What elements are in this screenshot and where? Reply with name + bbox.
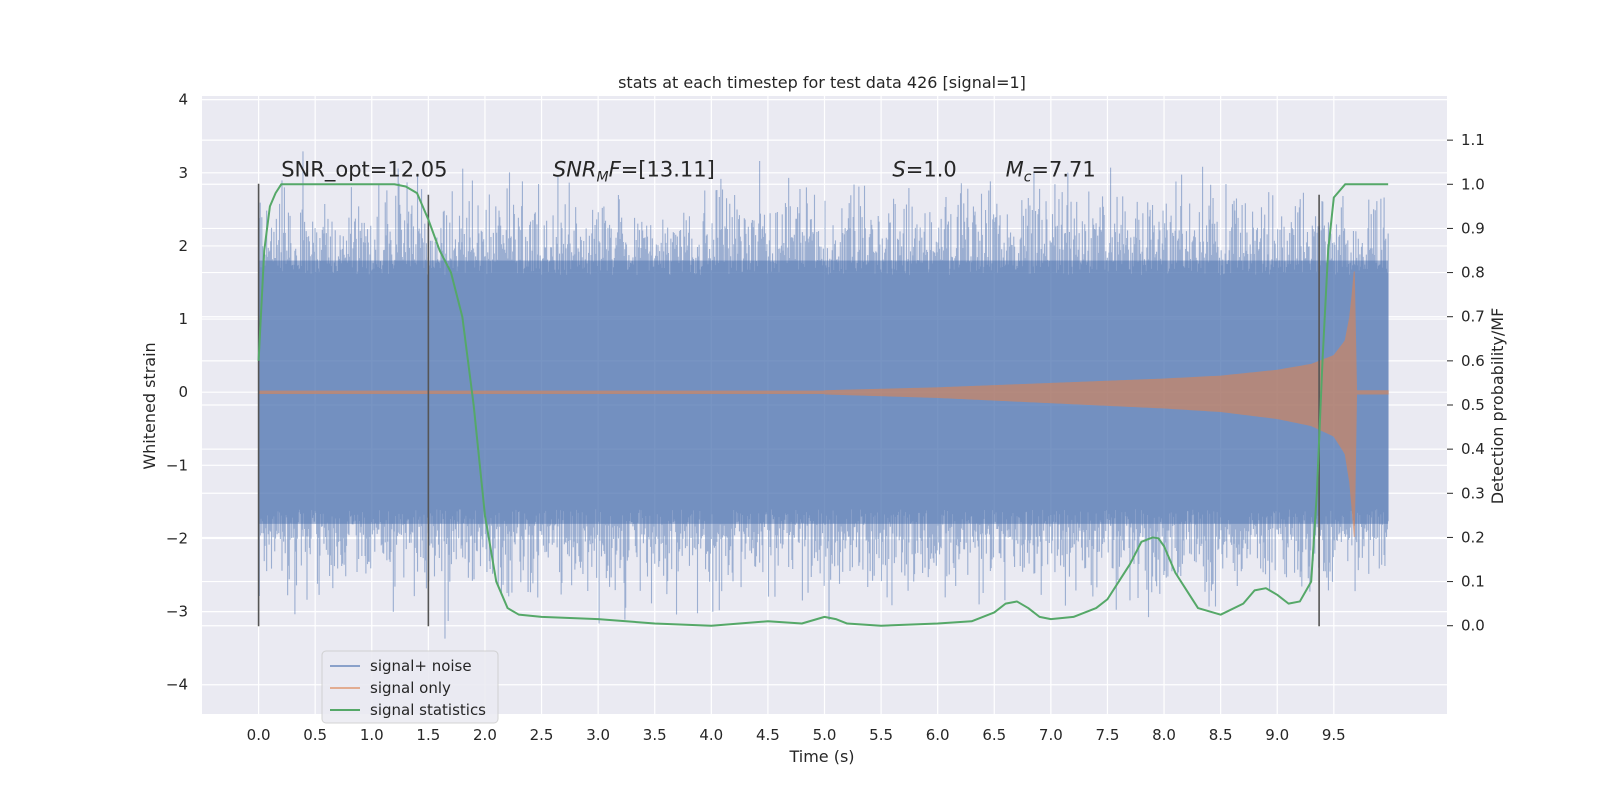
x-tick-label: 5.5	[869, 726, 893, 744]
signal-chirp	[258, 271, 1389, 538]
y-left-tick-label: −2	[166, 529, 188, 547]
x-tick-label: 0.5	[303, 726, 327, 744]
annotation-text: SNRMF=[13.11]	[553, 157, 715, 185]
y-right-tick-label: 0.4	[1461, 440, 1485, 458]
y-right-tick-label: 0.1	[1461, 573, 1485, 591]
x-tick-label: 6.5	[982, 726, 1006, 744]
x-axis-ticks: 0.0 0.5 1.0 1.5 2.0 2.5 3.0 3.5 4.0 4.5 5.0 5.5 6.0 6…	[247, 726, 1346, 744]
chart-title: stats at each timestep for test data 426…	[618, 73, 1026, 92]
annotation-text: S=1.0	[892, 157, 956, 181]
y-left-tick-label: 4	[178, 91, 188, 109]
y-right-tick-label: 0.5	[1461, 396, 1485, 414]
y-axis-left-label: Whitened strain	[140, 342, 159, 469]
x-tick-label: 0.0	[247, 726, 271, 744]
x-axis-label: Time (s)	[788, 747, 854, 766]
y-left-tick-label: 3	[178, 164, 188, 182]
y-right-tick-label: 0.0	[1461, 617, 1485, 635]
legend: signal+ noise signal only signal statistic…	[321, 650, 499, 724]
legend-label: signal only	[370, 679, 451, 697]
x-tick-label: 4.5	[756, 726, 780, 744]
x-tick-label: 5.0	[813, 726, 837, 744]
y-right-tick-label: 0.6	[1461, 352, 1485, 370]
x-tick-label: 2.5	[530, 726, 554, 744]
y-left-tick-label: 1	[178, 310, 188, 328]
x-tick-label: 9.5	[1322, 726, 1346, 744]
series-signal-statistics	[257, 183, 1389, 627]
statistics-line	[257, 183, 1389, 627]
legend-label: signal statistics	[370, 701, 486, 719]
y-left-tick-label: −3	[166, 603, 188, 621]
legend-box	[321, 650, 499, 724]
annotations: SNR_opt=12.05 SNRMF=[13.11] S=1.0 Mc=7.71	[281, 157, 1096, 185]
vertical-markers	[257, 183, 1320, 627]
x-tick-label: 9.0	[1265, 726, 1289, 744]
x-tick-label: 1.5	[416, 726, 440, 744]
series-signal-only	[258, 271, 1389, 538]
y-right-tick-label: 1.1	[1461, 131, 1485, 149]
legend-label: signal+ noise	[370, 657, 472, 675]
x-tick-label: 7.5	[1096, 726, 1120, 744]
y-right-tick-label: 0.2	[1461, 528, 1485, 546]
annotation-text: SNR_opt=12.05	[281, 157, 447, 182]
y-right-tick-label: 0.8	[1461, 264, 1485, 282]
annotation-text: Mc=7.71	[1006, 157, 1096, 185]
x-tick-label: 8.5	[1209, 726, 1233, 744]
y-left-tick-label: 2	[178, 237, 188, 255]
x-tick-label: 3.5	[643, 726, 667, 744]
y-left-tick-label: 0	[178, 383, 188, 401]
y-axis-right-ticks: 0.0 0.1 0.2 0.3 0.4 0.5 0.6 0.7 0.8 0.9 1.0 1.1	[1447, 131, 1485, 635]
x-tick-label: 3.0	[586, 726, 610, 744]
x-tick-label: 8.0	[1152, 726, 1176, 744]
y-right-tick-label: 0.3	[1461, 484, 1485, 502]
x-tick-label: 1.0	[360, 726, 384, 744]
x-tick-label: 6.0	[926, 726, 950, 744]
y-left-tick-label: −1	[166, 456, 188, 474]
y-left-tick-label: −4	[166, 676, 188, 694]
y-right-tick-label: 0.7	[1461, 308, 1485, 326]
x-tick-label: 7.0	[1039, 726, 1063, 744]
x-tick-label: 2.0	[473, 726, 497, 744]
y-axis-right-label: Detection probability/MF	[1488, 308, 1507, 505]
y-right-tick-label: 1.0	[1461, 175, 1485, 193]
x-tick-label: 4.0	[699, 726, 723, 744]
y-axis-left-ticks: −4 −3 −2 −1 0 1 2 3 4	[166, 91, 188, 694]
y-right-tick-label: 0.9	[1461, 219, 1485, 237]
